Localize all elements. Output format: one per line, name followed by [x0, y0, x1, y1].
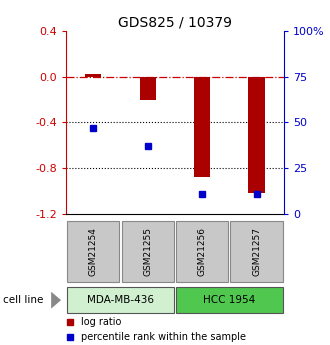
- Bar: [85, 75, 101, 77]
- Text: log ratio: log ratio: [81, 317, 122, 327]
- Text: percentile rank within the sample: percentile rank within the sample: [81, 332, 246, 342]
- Title: GDS825 / 10379: GDS825 / 10379: [118, 16, 232, 30]
- FancyBboxPatch shape: [67, 221, 119, 282]
- FancyBboxPatch shape: [121, 221, 174, 282]
- Bar: [194, 77, 210, 177]
- Text: HCC 1954: HCC 1954: [203, 295, 255, 305]
- FancyBboxPatch shape: [67, 287, 174, 313]
- Bar: [248, 77, 265, 193]
- Text: GSM21255: GSM21255: [143, 227, 152, 276]
- Polygon shape: [51, 292, 61, 308]
- Text: GSM21254: GSM21254: [89, 227, 98, 276]
- FancyBboxPatch shape: [176, 287, 283, 313]
- FancyBboxPatch shape: [230, 221, 283, 282]
- Text: MDA-MB-436: MDA-MB-436: [87, 295, 154, 305]
- FancyBboxPatch shape: [176, 221, 228, 282]
- Bar: [140, 77, 156, 100]
- Text: GSM21257: GSM21257: [252, 227, 261, 276]
- Text: cell line: cell line: [3, 295, 44, 305]
- Text: GSM21256: GSM21256: [198, 227, 207, 276]
